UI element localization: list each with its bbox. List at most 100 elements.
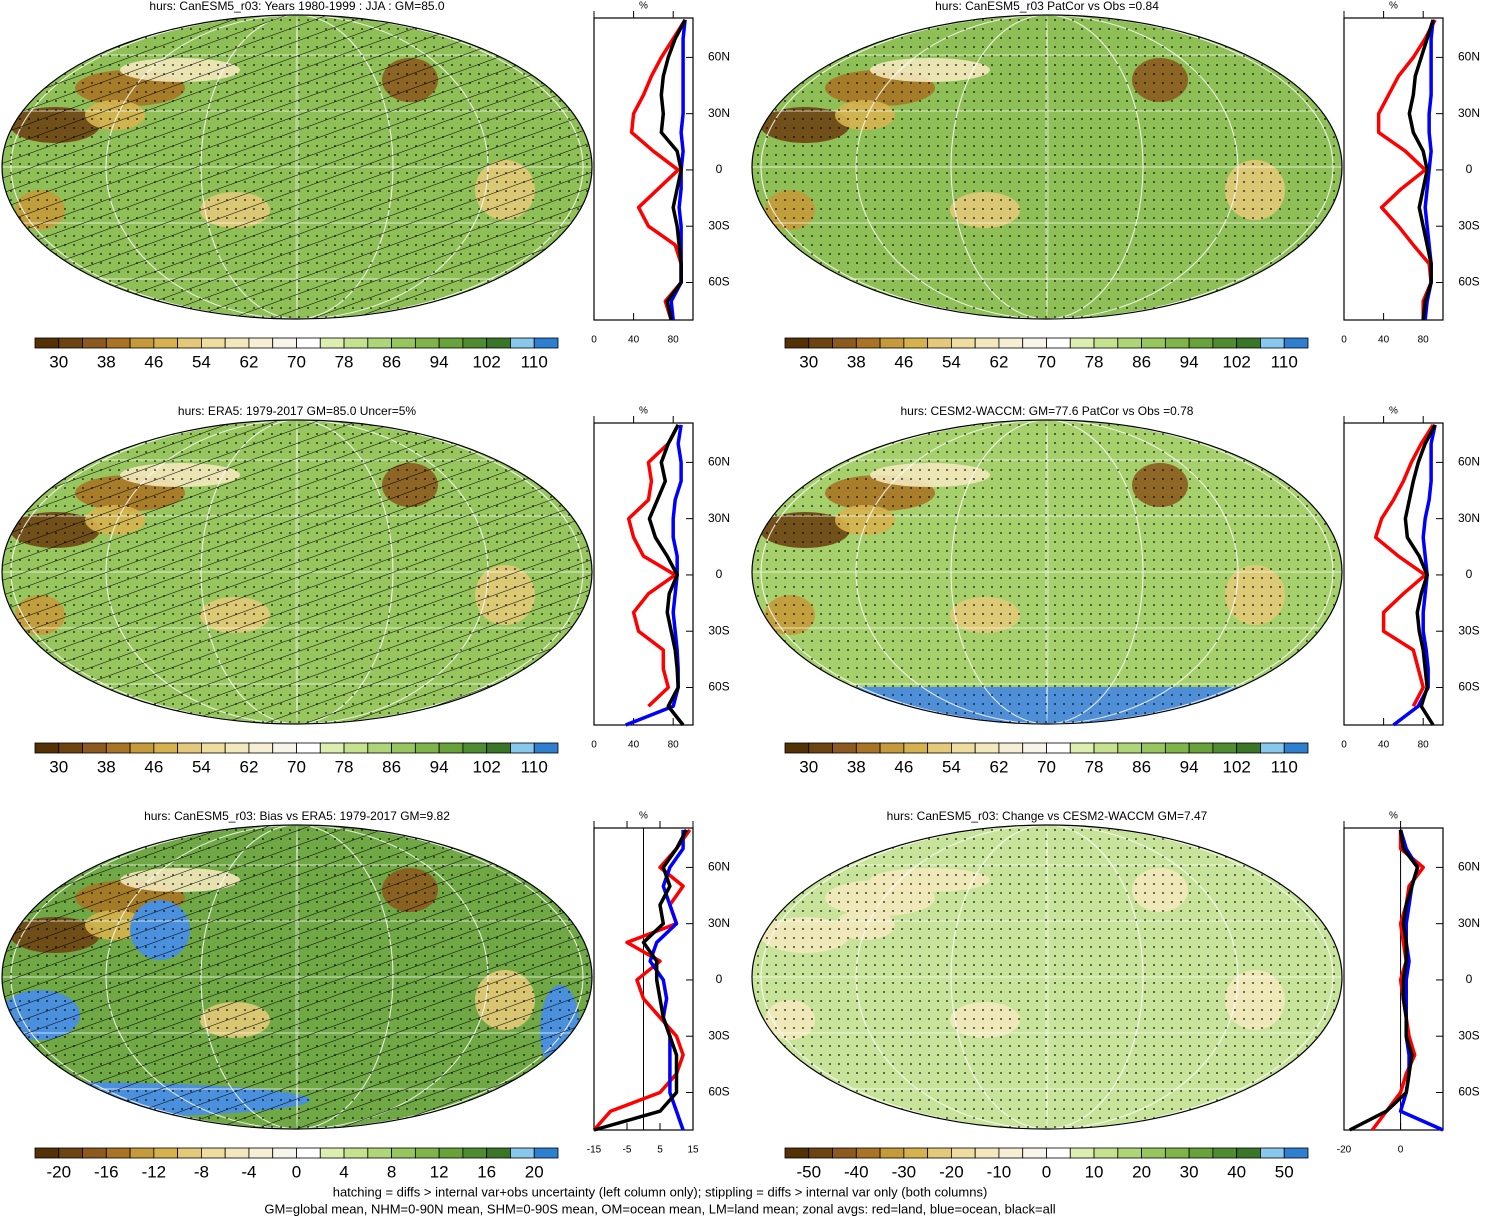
colorbar-box bbox=[1093, 1147, 1119, 1159]
colorbar-label: 46 bbox=[894, 757, 913, 776]
colorbar-label: 62 bbox=[989, 757, 1008, 776]
colorbar-box bbox=[82, 1147, 107, 1159]
colorbar-box bbox=[1022, 337, 1047, 349]
colorbar-label: -50 bbox=[796, 1162, 821, 1181]
y-tick-label: 60S bbox=[1458, 1085, 1479, 1099]
colorbar-box bbox=[34, 337, 60, 349]
colorbar-label: 4 bbox=[339, 1162, 348, 1181]
colorbar-box bbox=[1141, 337, 1166, 349]
x-axis-label: % bbox=[1389, 1, 1398, 12]
colorbar-box bbox=[903, 742, 929, 754]
colorbar-box bbox=[1022, 1147, 1047, 1159]
colorbar-box bbox=[808, 742, 833, 754]
y-tick-label: 30N bbox=[1458, 511, 1480, 525]
colorbar-box bbox=[438, 742, 464, 754]
stippling bbox=[2, 825, 592, 1129]
colorbar-label: 30 bbox=[1180, 1162, 1199, 1181]
colorbar-label: 38 bbox=[847, 757, 866, 776]
colorbar-box bbox=[903, 337, 929, 349]
colorbar-box bbox=[1236, 337, 1261, 349]
colorbar-box bbox=[319, 337, 345, 349]
colorbar-label: 102 bbox=[472, 352, 500, 371]
colorbar-box bbox=[1046, 337, 1071, 349]
zonal-line bbox=[647, 424, 685, 727]
x-tick-label: 80 bbox=[668, 740, 680, 751]
colorbar-label: -20 bbox=[939, 1162, 964, 1181]
colorbar-box bbox=[177, 742, 202, 754]
colorbar-box bbox=[808, 337, 833, 349]
colorbar-label: 30 bbox=[49, 757, 68, 776]
colorbar-box bbox=[1188, 742, 1214, 754]
colorbar-label: 86 bbox=[1132, 757, 1151, 776]
colorbar-box bbox=[153, 337, 179, 349]
colorbar-label: 94 bbox=[430, 757, 449, 776]
y-tick-label: 60S bbox=[708, 1085, 729, 1099]
map-title: hurs: CanESM5_r03: Years 1980-1999 : JJA… bbox=[149, 0, 445, 13]
colorbar-box bbox=[319, 1147, 345, 1159]
colorbar-box bbox=[177, 1147, 202, 1159]
y-tick-label: 30N bbox=[1458, 106, 1480, 120]
colorbar-box bbox=[927, 337, 952, 349]
colorbar-box bbox=[34, 742, 60, 754]
colorbar-label: 8 bbox=[387, 1162, 396, 1181]
y-tick-label: 60N bbox=[1458, 50, 1480, 64]
colorbar-label: 46 bbox=[144, 757, 163, 776]
colorbar-box bbox=[784, 1147, 810, 1159]
colorbar-label: -20 bbox=[46, 1162, 71, 1181]
colorbar-box bbox=[201, 742, 226, 754]
colorbar-box bbox=[486, 337, 511, 349]
colorbar-box bbox=[533, 337, 559, 349]
colorbar-box bbox=[224, 742, 250, 754]
colorbar-box bbox=[510, 742, 535, 754]
colorbar-box bbox=[1188, 1147, 1214, 1159]
colorbar-box bbox=[153, 1147, 179, 1159]
x-tick-label: -15 bbox=[587, 1145, 602, 1156]
colorbar-box bbox=[1141, 742, 1166, 754]
map-title: hurs: CanESM5_r03: Bias vs ERA5: 1979-20… bbox=[144, 809, 450, 823]
x-tick-label: 40 bbox=[1378, 740, 1390, 751]
colorbar-box bbox=[391, 1147, 416, 1159]
y-tick-label: 30S bbox=[1458, 218, 1479, 232]
colorbar-box bbox=[1212, 1147, 1238, 1159]
colorbar-box bbox=[510, 1147, 535, 1159]
y-tick-label: 30N bbox=[708, 106, 730, 120]
colorbar-box bbox=[974, 337, 1000, 349]
zonal-line bbox=[626, 424, 680, 708]
colorbar-label: 102 bbox=[472, 757, 500, 776]
colorbar-box bbox=[1236, 1147, 1261, 1159]
map-outline bbox=[751, 14, 1343, 320]
colorbar-label: 70 bbox=[1037, 757, 1056, 776]
note: GM=global mean, NHM=0-90N mean, SHM=0-90… bbox=[264, 1201, 1055, 1216]
zonal-line bbox=[648, 829, 685, 1131]
colorbar-label: 62 bbox=[239, 352, 258, 371]
colorbar-box bbox=[974, 742, 1000, 754]
colorbar-box bbox=[462, 337, 488, 349]
y-tick-label: 60N bbox=[1458, 455, 1480, 469]
colorbar-label: 12 bbox=[430, 1162, 449, 1181]
colorbar-box bbox=[58, 1147, 83, 1159]
y-tick-label: 60S bbox=[1458, 275, 1479, 289]
map-title: hurs: CanESM5_r03 PatCor vs Obs =0.84 bbox=[935, 0, 1159, 13]
colorbar-box bbox=[343, 742, 369, 754]
colorbar-box bbox=[951, 337, 976, 349]
profile-frame bbox=[1343, 17, 1444, 321]
colorbar-box bbox=[855, 1147, 881, 1159]
colorbar-box bbox=[105, 1147, 131, 1159]
colorbar-label: 38 bbox=[847, 352, 866, 371]
colorbar-box bbox=[486, 742, 511, 754]
colorbar-box bbox=[879, 1147, 905, 1159]
colorbar-box bbox=[951, 1147, 976, 1159]
colorbar-box bbox=[129, 742, 155, 754]
y-tick-label: 30N bbox=[1458, 916, 1480, 930]
colorbar-box bbox=[784, 742, 810, 754]
colorbar-box bbox=[1046, 742, 1071, 754]
y-tick-label: 30N bbox=[708, 916, 730, 930]
colorbar-label: 78 bbox=[335, 352, 354, 371]
zonal-line bbox=[593, 829, 688, 1132]
map-outline bbox=[1, 419, 593, 725]
x-tick-label: 40 bbox=[628, 740, 640, 751]
colorbar-label: 30 bbox=[799, 352, 818, 371]
stippling bbox=[2, 15, 592, 319]
colorbar-box bbox=[533, 742, 559, 754]
colorbar-box bbox=[1164, 1147, 1190, 1159]
